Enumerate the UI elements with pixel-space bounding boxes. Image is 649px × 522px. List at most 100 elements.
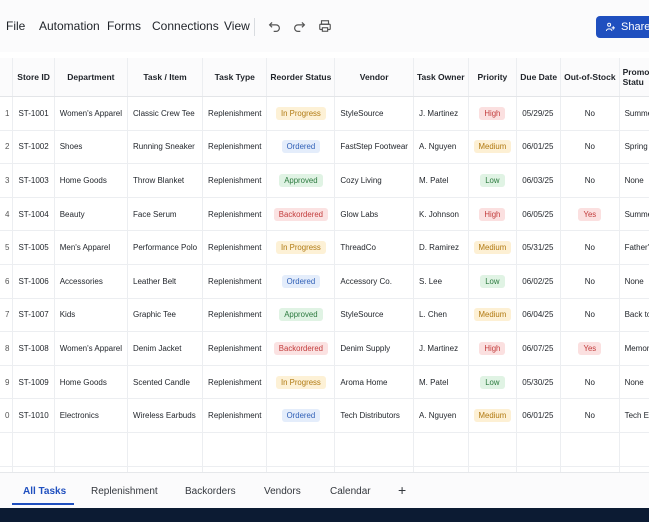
cell-task-owner[interactable]: M. Patel [413,365,469,400]
cell-task-item[interactable]: Graphic Tee [127,298,204,333]
empty-cell[interactable] [619,432,649,467]
cell-task-owner[interactable]: S. Lee [413,264,469,299]
cell-priority[interactable]: High [468,96,518,131]
empty-cell[interactable] [619,466,649,472]
cell-task-type[interactable]: Replenishment [202,163,268,198]
col-header-task-owner[interactable]: Task Owner [413,58,469,97]
row-number[interactable]: 3 [0,163,14,198]
redo-icon[interactable] [290,17,308,35]
cell-due-date[interactable]: 05/30/25 [516,365,562,400]
row-number[interactable]: 5 [0,230,14,265]
col-header-vendor[interactable]: Vendor [334,58,414,97]
cell-due-date[interactable]: 05/29/25 [516,96,562,131]
cell-task-item[interactable]: Throw Blanket [127,163,204,198]
cell-department[interactable]: Men's Apparel [54,230,129,265]
cell-out-of-stock[interactable]: No [560,163,620,198]
table-row[interactable]: 1 ST-1001 Women's Apparel Classic Crew Tee R… [0,96,649,131]
cell-out-of-stock[interactable]: Yes [560,197,620,232]
empty-cell[interactable] [560,466,620,472]
table-row[interactable]: 7 ST-1007 Kids Graphic Tee Replenishment Appr… [0,298,649,333]
empty-cell[interactable] [0,466,14,472]
col-header-store-id[interactable]: Store ID [12,58,55,97]
cell-vendor[interactable]: FastStep Footwear [334,130,414,165]
table-row[interactable]: 8 ST-1008 Women's Apparel Denim Jacket Reple… [0,331,649,366]
col-header-out-of-stock[interactable]: Out-of-Stock [560,58,620,97]
cell-priority[interactable]: Medium [468,130,518,165]
cell-reorder-status[interactable]: In Progress [266,230,336,265]
cell-task-type[interactable]: Replenishment [202,130,268,165]
cell-task-item[interactable]: Running Sneaker [127,130,204,165]
cell-vendor[interactable]: StyleSource [334,96,414,131]
cell-priority[interactable]: Low [468,365,518,400]
col-header-task-item[interactable]: Task / Item [127,58,204,97]
empty-cell[interactable] [12,466,55,472]
row-number[interactable]: 2 [0,130,14,165]
cell-department[interactable]: Women's Apparel [54,331,129,366]
table-row[interactable]: 0 ST-1010 Electronics Wireless Earbuds Reple… [0,398,649,433]
cell-promotion-status[interactable]: None [619,365,649,400]
cell-department[interactable]: Women's Apparel [54,96,129,131]
cell-task-item[interactable]: Leather Belt [127,264,204,299]
cell-store-id[interactable]: ST-1006 [12,264,55,299]
empty-cell[interactable] [54,432,129,467]
cell-due-date[interactable]: 06/01/25 [516,130,562,165]
empty-cell[interactable] [468,432,518,467]
cell-task-type[interactable]: Replenishment [202,96,268,131]
print-icon[interactable] [316,17,334,35]
cell-department[interactable]: Shoes [54,130,129,165]
cell-task-owner[interactable]: J. Martinez [413,331,469,366]
empty-row[interactable] [0,466,649,472]
cell-promotion-status[interactable]: Summer [619,197,649,232]
empty-cell[interactable] [334,432,414,467]
cell-store-id[interactable]: ST-1001 [12,96,55,131]
menu-view[interactable]: View [224,19,250,33]
cell-vendor[interactable]: Glow Labs [334,197,414,232]
cell-task-owner[interactable]: L. Chen [413,298,469,333]
cell-task-owner[interactable]: J. Martinez [413,96,469,131]
undo-icon[interactable] [265,17,283,35]
cell-out-of-stock[interactable]: No [560,96,620,131]
cell-store-id[interactable]: ST-1003 [12,163,55,198]
cell-due-date[interactable]: 06/01/25 [516,398,562,433]
cell-promotion-status[interactable]: Father's [619,230,649,265]
cell-store-id[interactable]: ST-1002 [12,130,55,165]
cell-priority[interactable]: High [468,197,518,232]
empty-cell[interactable] [202,466,268,472]
cell-vendor[interactable]: ThreadCo [334,230,414,265]
cell-promotion-status[interactable]: None [619,264,649,299]
table-row[interactable]: 3 ST-1003 Home Goods Throw Blanket Replenish… [0,163,649,198]
cell-promotion-status[interactable]: Back to S [619,298,649,333]
cell-due-date[interactable]: 06/07/25 [516,331,562,366]
row-number[interactable]: 7 [0,298,14,333]
row-number[interactable]: 6 [0,264,14,299]
tab-all-tasks[interactable]: All Tasks [23,486,67,497]
cell-priority[interactable]: Low [468,163,518,198]
col-header-department[interactable]: Department [54,58,129,97]
cell-store-id[interactable]: ST-1004 [12,197,55,232]
cell-task-item[interactable]: Denim Jacket [127,331,204,366]
cell-priority[interactable]: High [468,331,518,366]
cell-store-id[interactable]: ST-1005 [12,230,55,265]
cell-task-owner[interactable]: D. Ramirez [413,230,469,265]
cell-due-date[interactable]: 06/03/25 [516,163,562,198]
empty-cell[interactable] [127,432,204,467]
empty-cell[interactable] [468,466,518,472]
cell-reorder-status[interactable]: Ordered [266,398,336,433]
empty-cell[interactable] [560,432,620,467]
table-row[interactable]: 9 ST-1009 Home Goods Scented Candle Replenis… [0,365,649,400]
cell-department[interactable]: Home Goods [54,365,129,400]
table-row[interactable]: 2 ST-1002 Shoes Running Sneaker Replenishmen… [0,130,649,165]
share-button[interactable]: Share [596,16,649,38]
cell-promotion-status[interactable]: Summer [619,96,649,131]
col-header-reorder-status[interactable]: Reorder Status [266,58,336,97]
cell-store-id[interactable]: ST-1007 [12,298,55,333]
empty-cell[interactable] [413,432,469,467]
row-number[interactable]: 0 [0,398,14,433]
menu-file[interactable]: File [6,19,26,33]
cell-store-id[interactable]: ST-1010 [12,398,55,433]
cell-task-item[interactable]: Classic Crew Tee [127,96,204,131]
empty-cell[interactable] [266,466,336,472]
cell-out-of-stock[interactable]: No [560,298,620,333]
cell-reorder-status[interactable]: Ordered [266,130,336,165]
col-header-task-type[interactable]: Task Type [202,58,268,97]
